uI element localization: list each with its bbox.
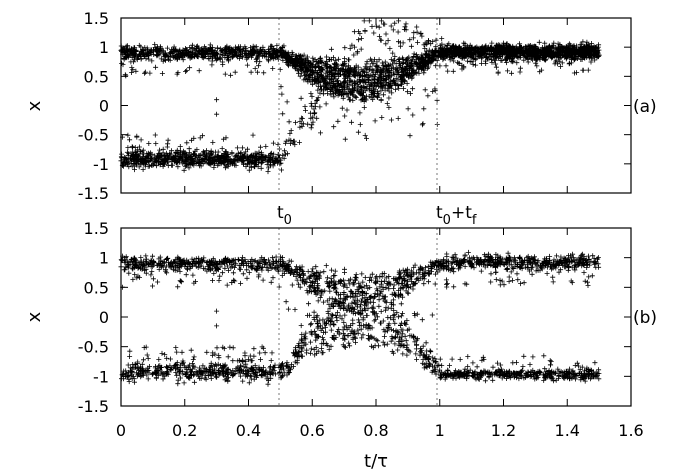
y-axis-title-a: x xyxy=(24,100,45,111)
y-ticks-b: 1.5 1 0.5 0 -0.5 -1 -1.5 xyxy=(78,219,631,416)
marker-label-t0tf-base: t xyxy=(436,203,443,223)
scatter-points-a xyxy=(118,18,602,175)
y-ticks-a: 1.5 1 0.5 0 -0.5 -1 -1.5 xyxy=(78,9,631,203)
y-tick-label: -1 xyxy=(93,367,109,386)
x-tick-label: 0.6 xyxy=(300,421,325,440)
y-tick-label: 1 xyxy=(99,249,109,268)
panel-a: 1.510.50-0.5-1-1.5 x (a) t0 t0+tf xyxy=(24,9,657,228)
y-tick-label: -1.5 xyxy=(78,397,109,416)
x-ticks-a xyxy=(120,18,632,193)
y-tick-label: -0.5 xyxy=(78,338,109,357)
y-tick-label: 0 xyxy=(99,97,109,116)
y-tick-label: 0 xyxy=(99,308,109,327)
y-axis-title-b: x xyxy=(24,311,45,322)
y-tick-label: 1.5 xyxy=(84,9,109,28)
x-tick-label: 1.4 xyxy=(555,421,580,440)
panel-b: 1.5 1 0.5 0 -0.5 -1 -1.5 0 0.2 0.4 0.6 0.8 1 1.2 1.4 1… xyxy=(24,219,657,472)
marker-label-t0-base: t xyxy=(277,203,284,223)
x-tick-label: 0.4 xyxy=(236,421,261,440)
x-axis-title-b: t/τ xyxy=(364,451,388,472)
marker-label-t0: t0 xyxy=(277,203,292,228)
x-ticks-b: 0 0.2 0.4 0.6 0.8 1 1.2 1.4 1.6 xyxy=(116,228,644,440)
x-tick-label: 0.8 xyxy=(363,421,388,440)
y-tick-label: -1 xyxy=(93,155,109,174)
x-tick-label: 1 xyxy=(435,421,445,440)
y-tick-label: 1 xyxy=(99,38,109,57)
marker-label-t0tf-mid: +t xyxy=(451,203,472,223)
panel-tag-a: (a) xyxy=(633,97,657,117)
marker-label-t0tf-sub: 0 xyxy=(443,213,451,228)
scatter-markers xyxy=(118,18,602,175)
marker-label-t0-sub: 0 xyxy=(284,213,292,228)
marker-label-t0tf: t0+tf xyxy=(436,203,477,228)
x-tick-label: 1.6 xyxy=(618,421,643,440)
y-tick-label: 0.5 xyxy=(84,278,109,297)
x-tick-label: 1.2 xyxy=(491,421,516,440)
y-tick-label: 0.5 xyxy=(84,67,109,86)
y-tick-label: 1.5 xyxy=(84,219,109,238)
x-tick-label: 0.2 xyxy=(172,421,197,440)
marker-label-t0tf-sub2: f xyxy=(472,213,477,228)
y-tick-label: -1.5 xyxy=(78,184,109,203)
scatter-markers xyxy=(118,249,602,387)
scatter-points-b xyxy=(118,249,602,387)
panel-tag-b: (b) xyxy=(633,308,657,328)
x-tick-label: 0 xyxy=(116,421,126,440)
y-tick-label: -0.5 xyxy=(78,126,109,145)
